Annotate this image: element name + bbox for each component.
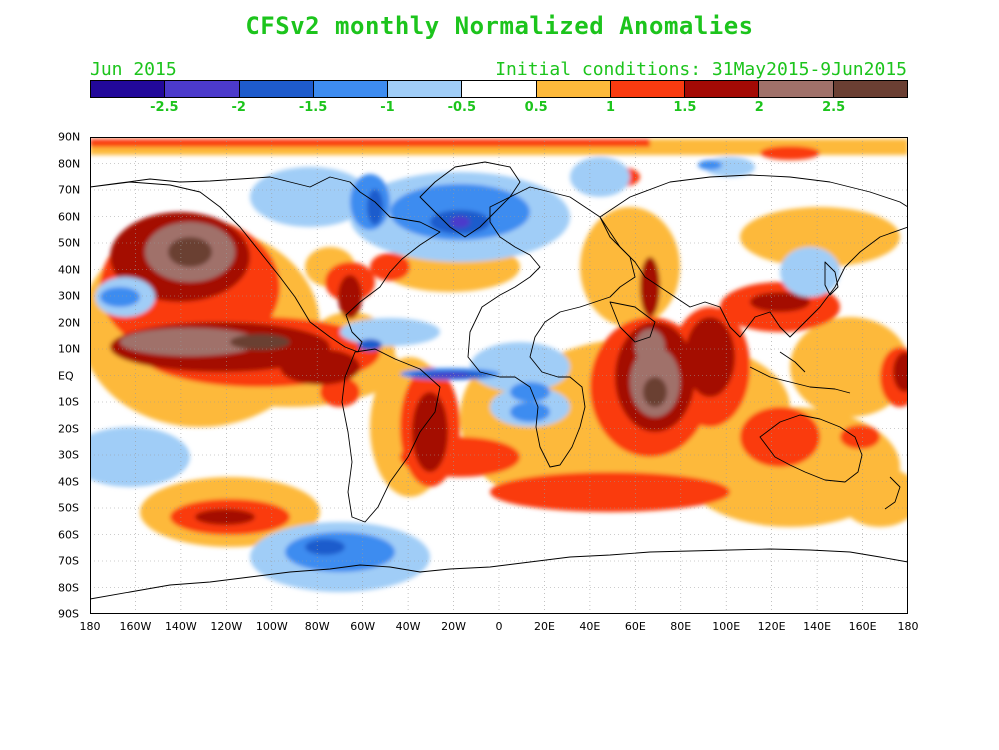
legend-label: -1: [380, 100, 395, 115]
legend-label: -2: [231, 100, 246, 115]
longitude-label: 160E: [848, 620, 877, 633]
longitude-label: 80W: [304, 620, 330, 633]
longitude-label: 0: [495, 620, 503, 633]
legend-label: -0.5: [447, 100, 477, 115]
legend-label: 1: [606, 100, 616, 115]
latitude-label: 70S: [58, 554, 79, 568]
latitude-label: 80N: [58, 157, 81, 170]
forecast-month: Jun 2015: [90, 59, 177, 80]
initial-conditions: Initial conditions: 31May2015-9Jun2015: [495, 59, 907, 80]
longitude-label: 100W: [255, 620, 288, 633]
color-legend-bar: [90, 80, 908, 98]
longitude-label: 140E: [803, 620, 832, 633]
latitude-label: 10N: [58, 342, 81, 356]
latitude-label: 40S: [58, 475, 79, 488]
coastlines: [90, 161, 908, 600]
longitude-label: 60W: [350, 620, 376, 633]
longitude-label: 20E: [533, 620, 555, 633]
legend-swatch: [239, 81, 314, 97]
legend-label: 1.5: [673, 100, 697, 115]
legend-swatch: [91, 81, 166, 97]
latitude-label: 30S: [58, 448, 79, 462]
latitude-label: 60N: [58, 210, 81, 223]
legend-swatch: [165, 81, 240, 97]
latitude-label: 30N: [58, 289, 81, 303]
longitude-label: 20W: [441, 620, 466, 633]
longitude-label: 120W: [210, 620, 243, 633]
legend-label: 2.5: [822, 100, 846, 115]
latitude-label: 20S: [58, 422, 79, 435]
legend-swatch: [462, 81, 537, 97]
longitude-label: 100E: [712, 620, 741, 633]
anomaly-map: [90, 137, 908, 614]
legend-swatch: [685, 81, 760, 97]
legend-swatch: [388, 81, 463, 97]
longitude-label: 40E: [579, 620, 601, 633]
longitude-label: 120E: [757, 620, 786, 633]
latitude-label: 80S: [58, 581, 79, 594]
map-title: CFSv2 monthly Normalized Anomalies: [245, 12, 754, 40]
legend-swatch: [536, 81, 611, 97]
latitude-label: 40N: [58, 263, 81, 276]
legend-label: -2.5: [150, 100, 179, 115]
legend-swatch: [313, 81, 389, 97]
legend-swatch: [759, 81, 834, 97]
latitude-label: 60S: [58, 528, 79, 541]
latitude-label: 10S: [58, 395, 79, 409]
latitude-label: 70N: [58, 183, 81, 197]
latitude-label: 50S: [58, 501, 79, 515]
anomaly-field: [90, 139, 908, 592]
legend-swatch: [833, 81, 907, 97]
longitude-label: 160W: [119, 620, 152, 633]
legend-swatch: [610, 81, 686, 97]
longitude-label: 80E: [670, 620, 692, 633]
legend-label: 2: [754, 100, 764, 115]
longitude-label: 180: [79, 620, 101, 633]
legend-label: 0.5: [524, 100, 548, 115]
longitude-label: 40W: [395, 620, 421, 633]
graticule: [90, 137, 908, 614]
color-legend-labels: -2.5 -2 -1.5 -1 -0.5 0.5 1 1.5 2 2.5: [90, 100, 908, 116]
longitude-label: 140W: [164, 620, 197, 633]
longitude-label: 180: [897, 620, 919, 633]
longitude-label: 60E: [624, 620, 646, 633]
latitude-label: 20N: [58, 316, 81, 329]
legend-label: -1.5: [298, 100, 328, 115]
latitude-label: EQ: [58, 369, 74, 382]
latitude-label: 90S: [58, 607, 79, 621]
latitude-label: 90N: [58, 130, 81, 144]
latitude-label: 50N: [58, 236, 81, 250]
